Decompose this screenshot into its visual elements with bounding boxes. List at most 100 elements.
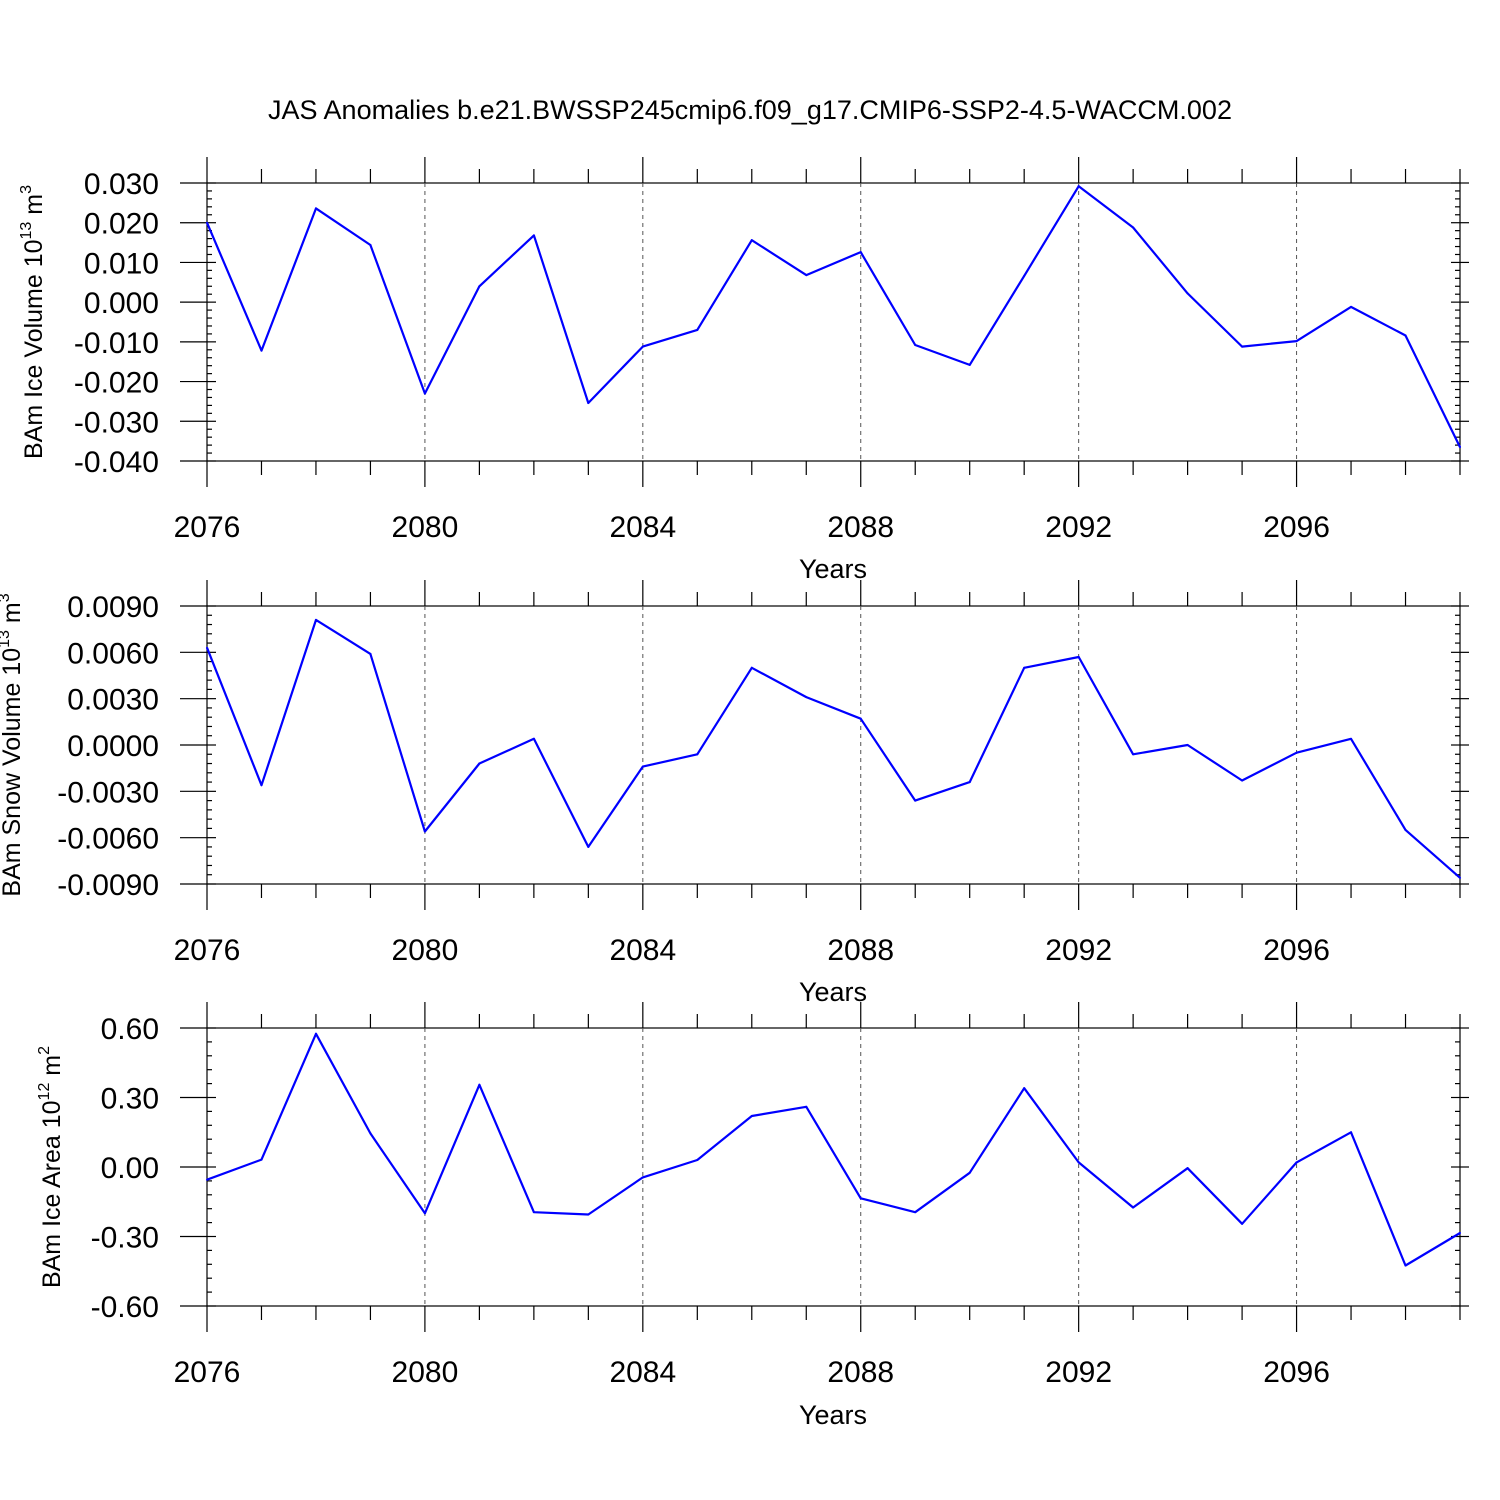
x-tick-label: 2088 bbox=[827, 511, 894, 544]
x-tick-label: 2088 bbox=[827, 1356, 894, 1389]
data-point bbox=[805, 1105, 808, 1108]
x-tick-label: 2084 bbox=[609, 1356, 676, 1389]
data-point bbox=[423, 830, 426, 833]
series bbox=[206, 1032, 1461, 1267]
data-point bbox=[587, 845, 590, 848]
y-tick-label: -0.030 bbox=[74, 406, 159, 439]
x-tick-label: 2096 bbox=[1263, 511, 1330, 544]
data-point bbox=[1295, 751, 1298, 754]
y-tick-label: -0.30 bbox=[91, 1222, 159, 1255]
x-axis-label: Years bbox=[799, 1400, 867, 1430]
data-point bbox=[968, 363, 971, 366]
y-axis: 0.0090 0.0060 0.0030 0.0000 -0.0030 -0.0060 -0… bbox=[57, 591, 1469, 902]
x-tick-label: 2080 bbox=[392, 1356, 459, 1389]
data-point bbox=[423, 1212, 426, 1215]
data-point bbox=[206, 646, 208, 649]
data-point bbox=[1132, 753, 1135, 756]
data-point bbox=[478, 1083, 481, 1086]
data-point bbox=[314, 1032, 317, 1035]
data-point bbox=[1023, 1087, 1026, 1090]
data-point bbox=[1241, 1222, 1244, 1225]
x-tick-label: 2088 bbox=[827, 934, 894, 967]
panel-ice-area: 2076 2080 2084 2088 2092 2096 0.60 0.30 0.00 -0.… bbox=[36, 1002, 1469, 1430]
data-point bbox=[1404, 334, 1407, 337]
data-point bbox=[1350, 305, 1353, 308]
y-tick-label: 0.010 bbox=[84, 247, 159, 280]
data-point bbox=[750, 1115, 753, 1118]
y-axis: 0.030 0.020 0.010 0.000 -0.010 -0.020 -0.030 -0… bbox=[74, 168, 1469, 479]
data-point bbox=[369, 1132, 372, 1135]
data-point bbox=[478, 762, 481, 765]
data-point bbox=[532, 234, 535, 237]
y-axis: 0.60 0.30 0.00 -0.30 -0.60 bbox=[91, 1013, 1469, 1324]
y-tick-label: 0.0060 bbox=[67, 637, 159, 670]
y-tick-label: 0.0090 bbox=[67, 591, 159, 624]
x-tick-label: 2076 bbox=[174, 1356, 241, 1389]
data-point bbox=[532, 737, 535, 740]
data-point bbox=[1077, 655, 1080, 658]
x-tick-label: 2076 bbox=[174, 511, 241, 544]
x-grid bbox=[424, 1028, 1298, 1306]
y-tick-label: 0.000 bbox=[84, 287, 159, 320]
data-point bbox=[1404, 1264, 1407, 1267]
y-tick-label: 0.0030 bbox=[67, 684, 159, 717]
data-point bbox=[260, 784, 263, 787]
y-tick-label: -0.60 bbox=[91, 1291, 159, 1324]
data-point bbox=[587, 402, 590, 405]
data-point bbox=[914, 1211, 917, 1214]
plot-frame bbox=[206, 1027, 1461, 1307]
data-point bbox=[1186, 292, 1189, 295]
data-point bbox=[1023, 666, 1026, 669]
data-point bbox=[1295, 1161, 1298, 1164]
data-point bbox=[805, 696, 808, 699]
data-point bbox=[1350, 1131, 1353, 1134]
data-point bbox=[696, 753, 699, 756]
data-point bbox=[1459, 1232, 1461, 1235]
data-point bbox=[1077, 1161, 1080, 1164]
x-tick-label: 2096 bbox=[1263, 1356, 1330, 1389]
data-point bbox=[1404, 828, 1407, 831]
y-tick-label: 0.030 bbox=[84, 168, 159, 201]
x-axis: 2076 2080 2084 2088 2092 2096 bbox=[174, 580, 1461, 967]
data-point bbox=[1459, 876, 1461, 879]
data-point bbox=[696, 1159, 699, 1162]
data-point bbox=[206, 221, 208, 224]
y-tick-label: -0.040 bbox=[74, 446, 159, 479]
x-tick-label: 2092 bbox=[1045, 511, 1112, 544]
series-line bbox=[205, 618, 1461, 879]
series-line bbox=[206, 1032, 1461, 1267]
plot-frame bbox=[206, 605, 1461, 885]
data-point bbox=[914, 799, 917, 802]
x-axis: 2076 2080 2084 2088 2092 2096 bbox=[174, 157, 1461, 544]
data-point bbox=[369, 243, 372, 246]
panel-ice-volume: 2076 2080 2084 2088 2092 2096 0.030 0.020 0.010… bbox=[18, 157, 1469, 584]
plot-frame bbox=[206, 182, 1461, 462]
y-tick-label: 0.0000 bbox=[67, 730, 159, 763]
x-tick-label: 2076 bbox=[174, 934, 241, 967]
data-point bbox=[1459, 446, 1461, 449]
y-axis-label: BAm Ice Volume 1013 m3 bbox=[18, 185, 48, 459]
data-point bbox=[1241, 345, 1244, 348]
x-axis-label: Years bbox=[799, 977, 867, 1007]
x-tick-label: 2092 bbox=[1045, 934, 1112, 967]
y-tick-label: -0.0060 bbox=[57, 823, 159, 856]
data-point bbox=[641, 1176, 644, 1179]
y-tick-label: -0.0090 bbox=[57, 869, 159, 902]
y-tick-label: -0.010 bbox=[74, 327, 159, 360]
data-point bbox=[1295, 340, 1298, 343]
data-point bbox=[859, 1197, 862, 1200]
data-point bbox=[750, 666, 753, 669]
data-point bbox=[968, 1171, 971, 1174]
data-point bbox=[1132, 226, 1135, 229]
data-point bbox=[260, 349, 263, 352]
data-point bbox=[587, 1213, 590, 1216]
data-point bbox=[1186, 744, 1189, 746]
x-tick-label: 2096 bbox=[1263, 934, 1330, 967]
data-point bbox=[423, 392, 426, 395]
y-tick-label: 0.00 bbox=[101, 1152, 159, 1185]
data-point bbox=[859, 251, 862, 254]
data-point bbox=[1077, 185, 1080, 188]
data-point bbox=[1186, 1167, 1189, 1170]
y-tick-label: 0.020 bbox=[84, 208, 159, 241]
